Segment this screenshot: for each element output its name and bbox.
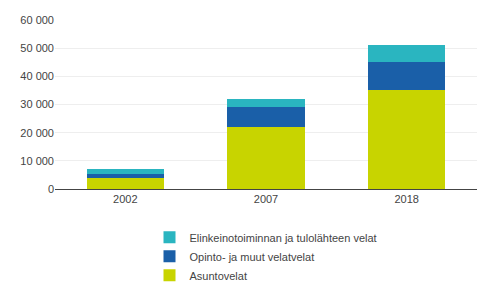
- svg-text:10 000: 10 000: [20, 155, 54, 167]
- svg-text:Asuntovelat: Asuntovelat: [190, 270, 247, 282]
- svg-text:40 000: 40 000: [20, 70, 54, 82]
- svg-text:Elinkeinotoiminnan ja tuloläht: Elinkeinotoiminnan ja tulolähteen velat: [190, 232, 377, 244]
- svg-text:20 000: 20 000: [20, 127, 54, 139]
- svg-text:2007: 2007: [254, 193, 278, 205]
- svg-text:2002: 2002: [113, 193, 137, 205]
- svg-text:0: 0: [48, 183, 54, 195]
- svg-text:Opinto- ja muut velatvelat: Opinto- ja muut velatvelat: [190, 251, 315, 263]
- svg-text:60 000: 60 000: [20, 14, 54, 26]
- svg-text:2018: 2018: [394, 193, 418, 205]
- svg-text:50 000: 50 000: [20, 42, 54, 54]
- svg-text:30 000: 30 000: [20, 98, 54, 110]
